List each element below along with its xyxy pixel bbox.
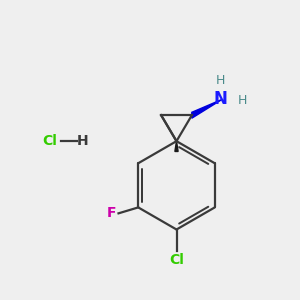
Text: F: F xyxy=(107,206,116,220)
Text: Cl: Cl xyxy=(169,253,184,267)
Polygon shape xyxy=(192,99,222,118)
Text: Cl: Cl xyxy=(43,134,57,148)
Text: H: H xyxy=(76,134,88,148)
Text: H: H xyxy=(216,74,225,87)
Text: H: H xyxy=(238,94,247,107)
Text: N: N xyxy=(214,90,228,108)
Polygon shape xyxy=(175,141,178,152)
